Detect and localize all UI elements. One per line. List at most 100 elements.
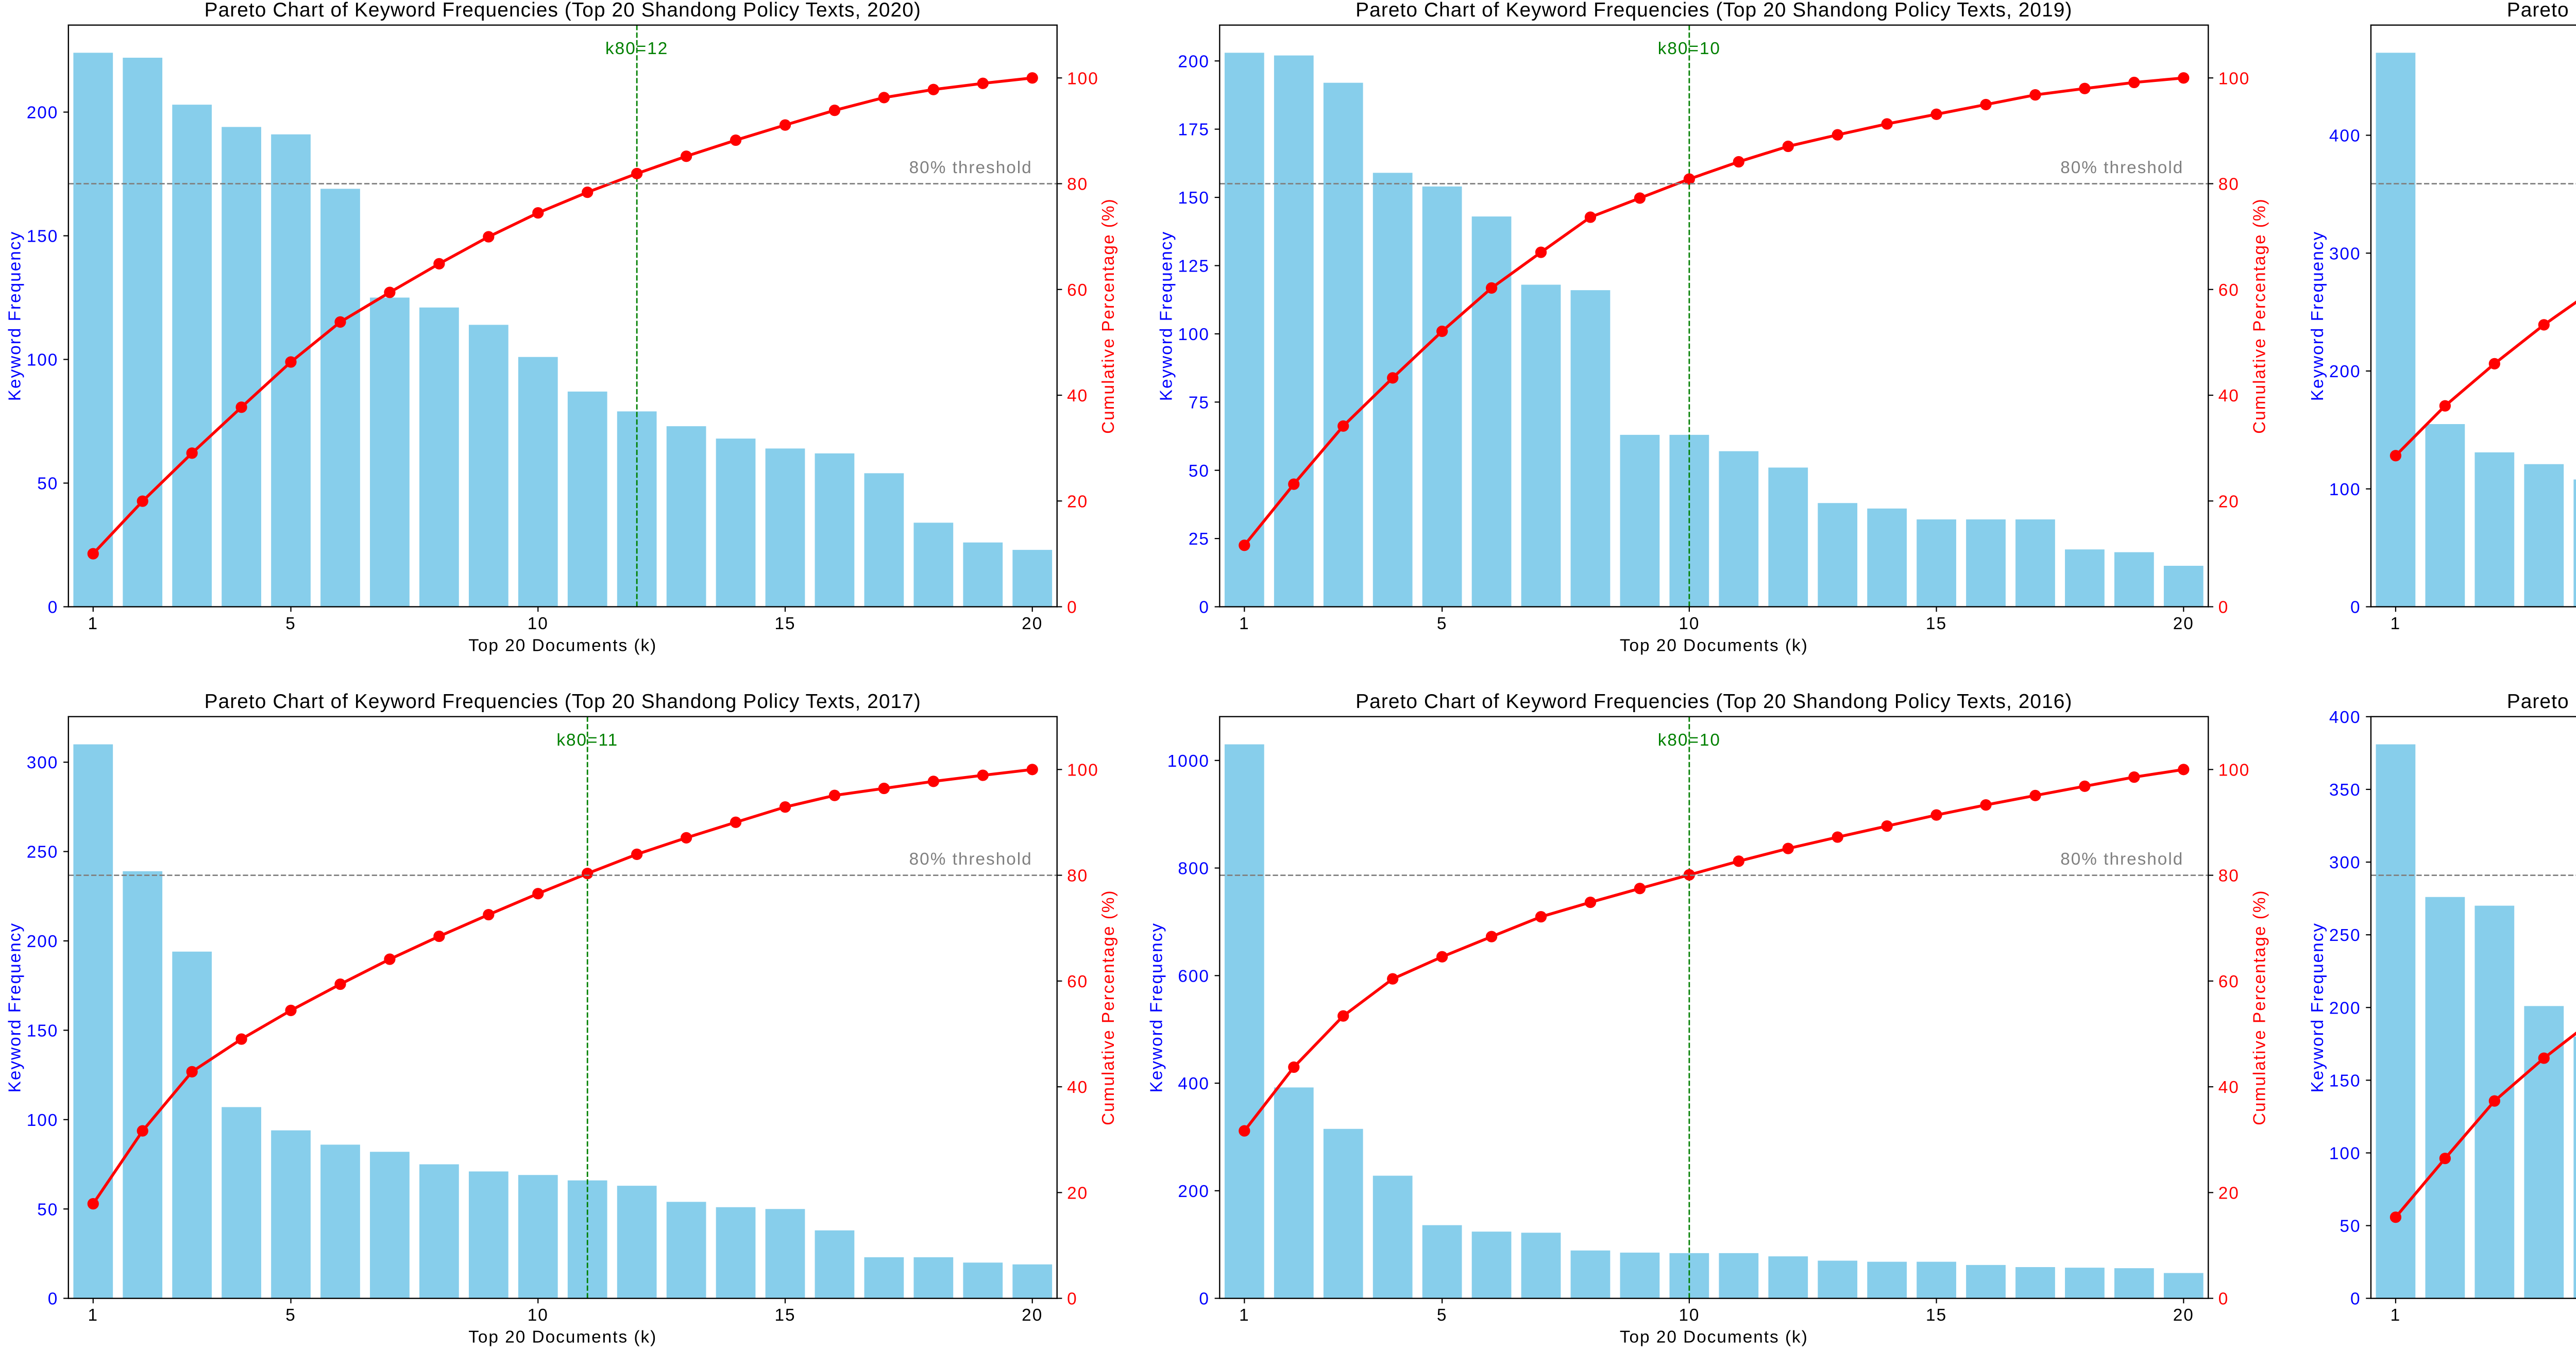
svg-text:5: 5 xyxy=(285,1306,296,1325)
svg-text:40: 40 xyxy=(2218,1078,2240,1097)
svg-text:125: 125 xyxy=(1178,257,1210,276)
svg-text:100: 100 xyxy=(2329,1144,2361,1163)
svg-text:k80=10: k80=10 xyxy=(1658,731,1721,750)
svg-text:k80=12: k80=12 xyxy=(605,39,668,58)
svg-text:80: 80 xyxy=(1067,175,1088,194)
svg-text:0: 0 xyxy=(1067,1290,1078,1309)
svg-text:50: 50 xyxy=(1189,462,1210,481)
svg-text:40: 40 xyxy=(1067,1078,1088,1097)
svg-text:Keyword Frequency: Keyword Frequency xyxy=(1157,231,1176,401)
svg-text:150: 150 xyxy=(27,1021,59,1040)
svg-text:600: 600 xyxy=(1178,967,1210,986)
svg-text:400: 400 xyxy=(1178,1074,1210,1093)
svg-text:20: 20 xyxy=(1022,1306,1043,1325)
svg-text:100: 100 xyxy=(1067,69,1099,88)
svg-text:Cumulative Percentage (%): Cumulative Percentage (%) xyxy=(1099,889,1118,1125)
svg-text:200: 200 xyxy=(1178,52,1210,71)
svg-text:200: 200 xyxy=(27,932,59,951)
svg-text:Keyword Frequency: Keyword Frequency xyxy=(6,922,25,1092)
svg-text:20: 20 xyxy=(1067,1184,1088,1203)
svg-text:100: 100 xyxy=(2218,69,2250,88)
svg-text:1: 1 xyxy=(2391,1306,2401,1325)
svg-text:20: 20 xyxy=(1067,492,1088,511)
svg-text:50: 50 xyxy=(37,1200,58,1219)
svg-text:300: 300 xyxy=(2329,853,2361,872)
svg-text:5: 5 xyxy=(1437,614,1448,633)
svg-text:20: 20 xyxy=(2218,492,2240,511)
svg-text:0: 0 xyxy=(1199,1290,1210,1309)
svg-text:20: 20 xyxy=(2218,1184,2240,1203)
svg-text:1: 1 xyxy=(1239,614,1250,633)
svg-text:60: 60 xyxy=(2218,972,2240,991)
svg-text:100: 100 xyxy=(1067,761,1099,780)
svg-text:0: 0 xyxy=(48,1290,59,1309)
svg-text:Cumulative Percentage (%): Cumulative Percentage (%) xyxy=(2250,889,2269,1125)
svg-text:Keyword Frequency: Keyword Frequency xyxy=(1147,922,1166,1092)
svg-text:k80=10: k80=10 xyxy=(1658,39,1721,58)
svg-text:100: 100 xyxy=(27,351,59,370)
svg-text:Keyword Frequency: Keyword Frequency xyxy=(2308,231,2327,401)
svg-text:Top 20 Documents (k): Top 20 Documents (k) xyxy=(468,636,657,655)
svg-text:400: 400 xyxy=(2329,127,2361,146)
svg-text:80% threshold: 80% threshold xyxy=(909,158,1032,177)
svg-text:100: 100 xyxy=(27,1111,59,1130)
svg-text:300: 300 xyxy=(27,753,59,772)
svg-text:80: 80 xyxy=(1067,867,1088,886)
svg-text:Cumulative Percentage (%): Cumulative Percentage (%) xyxy=(2250,198,2269,434)
svg-text:5: 5 xyxy=(1437,1306,1448,1325)
svg-text:Top 20 Documents (k): Top 20 Documents (k) xyxy=(1620,1327,1808,1346)
svg-text:20: 20 xyxy=(2173,614,2194,633)
svg-text:300: 300 xyxy=(2329,244,2361,263)
svg-text:80: 80 xyxy=(2218,867,2240,886)
svg-text:75: 75 xyxy=(1189,393,1210,412)
svg-text:25: 25 xyxy=(1189,530,1210,549)
svg-text:Pareto Chart of Keyword Freque: Pareto Chart of Keyword Frequencies (Top… xyxy=(205,0,921,21)
svg-text:20: 20 xyxy=(1022,614,1043,633)
svg-text:60: 60 xyxy=(2218,281,2240,300)
svg-text:Top 20 Documents (k): Top 20 Documents (k) xyxy=(468,1327,657,1346)
svg-text:200: 200 xyxy=(2329,362,2361,381)
svg-text:10: 10 xyxy=(1679,1306,1700,1325)
svg-text:15: 15 xyxy=(1926,1306,1947,1325)
svg-text:60: 60 xyxy=(1067,281,1088,300)
svg-text:250: 250 xyxy=(27,843,59,862)
svg-text:Cumulative Percentage (%): Cumulative Percentage (%) xyxy=(1099,198,1118,434)
svg-text:Keyword Frequency: Keyword Frequency xyxy=(2308,922,2327,1092)
svg-text:Pareto Chart of Keyword Freque: Pareto Chart of Keyword Frequencies (Top… xyxy=(1355,0,2072,21)
svg-text:150: 150 xyxy=(27,227,59,246)
svg-text:0: 0 xyxy=(1067,598,1078,617)
svg-text:15: 15 xyxy=(774,614,795,633)
svg-text:250: 250 xyxy=(2329,926,2361,945)
svg-text:800: 800 xyxy=(1178,860,1210,879)
svg-text:80% threshold: 80% threshold xyxy=(2060,850,2183,869)
svg-text:10: 10 xyxy=(528,1306,549,1325)
svg-text:Keyword Frequency: Keyword Frequency xyxy=(6,231,25,401)
svg-text:15: 15 xyxy=(1926,614,1947,633)
svg-text:175: 175 xyxy=(1178,121,1210,140)
svg-text:40: 40 xyxy=(1067,386,1088,406)
svg-text:350: 350 xyxy=(2329,781,2361,800)
svg-text:Pareto Chart of Keyword Freque: Pareto Chart of Keyword Frequencies (Top… xyxy=(2507,690,2576,713)
svg-text:5: 5 xyxy=(285,614,296,633)
svg-text:60: 60 xyxy=(1067,972,1088,991)
svg-text:0: 0 xyxy=(2350,598,2361,617)
svg-text:200: 200 xyxy=(27,104,59,123)
svg-text:15: 15 xyxy=(774,1306,795,1325)
svg-text:200: 200 xyxy=(1178,1182,1210,1201)
svg-text:0: 0 xyxy=(2218,1290,2229,1309)
svg-text:Pareto Chart of Keyword Freque: Pareto Chart of Keyword Frequencies (Top… xyxy=(2507,0,2576,21)
svg-text:10: 10 xyxy=(528,614,549,633)
svg-text:k80=11: k80=11 xyxy=(556,731,618,750)
svg-text:400: 400 xyxy=(2329,708,2361,727)
svg-text:150: 150 xyxy=(2329,1071,2361,1090)
svg-text:50: 50 xyxy=(2340,1217,2361,1236)
svg-text:0: 0 xyxy=(1199,598,1210,617)
svg-text:80: 80 xyxy=(2218,175,2240,194)
svg-text:150: 150 xyxy=(1178,189,1210,208)
svg-text:40: 40 xyxy=(2218,386,2240,406)
svg-text:Pareto Chart of Keyword Freque: Pareto Chart of Keyword Frequencies (Top… xyxy=(1355,690,2072,713)
svg-text:0: 0 xyxy=(2218,598,2229,617)
svg-text:1: 1 xyxy=(88,614,98,633)
svg-text:0: 0 xyxy=(2350,1290,2361,1309)
svg-text:80% threshold: 80% threshold xyxy=(909,850,1032,869)
